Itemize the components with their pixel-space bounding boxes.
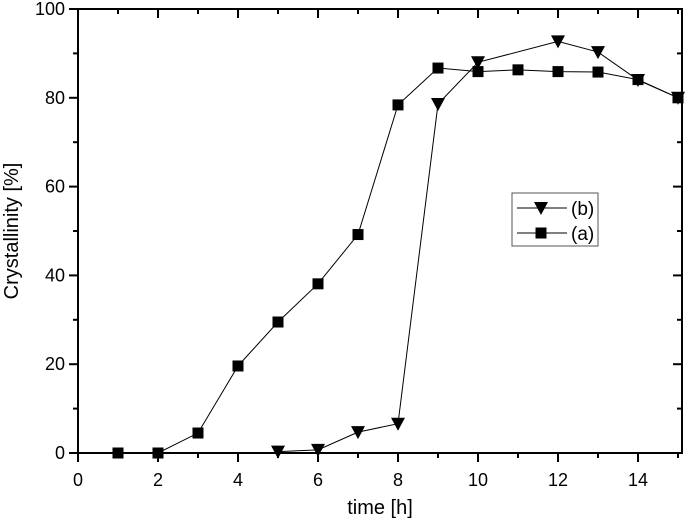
square-marker xyxy=(312,278,324,290)
square-marker xyxy=(192,427,204,439)
legend-box xyxy=(511,192,599,247)
series-a xyxy=(112,62,684,459)
y-tick-label: 40 xyxy=(45,265,65,285)
y-axis-label: Crystallinity [%] xyxy=(1,163,23,300)
y-tick-label: 0 xyxy=(55,443,65,463)
square-marker xyxy=(432,62,444,74)
x-tick-label: 6 xyxy=(313,470,323,490)
triangle-down-marker xyxy=(271,445,285,459)
square-marker xyxy=(472,66,484,78)
triangle-down-marker xyxy=(471,56,485,70)
triangle-down-marker xyxy=(311,443,325,457)
triangle-down-marker xyxy=(391,417,405,431)
x-tick-label: 4 xyxy=(233,470,243,490)
square-marker xyxy=(152,447,164,459)
series-b xyxy=(271,35,685,459)
square-marker xyxy=(392,99,404,111)
axes: 0 2 4 6 8 10 12 14 0 20 40 60 80 100 xyxy=(35,0,683,490)
legend-label: (b) xyxy=(571,199,594,220)
x-tick-label: 10 xyxy=(468,470,488,490)
square-marker xyxy=(112,447,124,459)
legend-square-icon xyxy=(535,227,547,239)
square-marker xyxy=(272,316,284,328)
y-tick-label: 100 xyxy=(35,0,65,19)
legend-triangle-icon xyxy=(534,202,548,215)
square-marker xyxy=(632,74,644,86)
x-tick-label: 12 xyxy=(548,470,568,490)
x-tick-label: 0 xyxy=(73,470,83,490)
series-line xyxy=(118,67,679,454)
triangle-down-marker xyxy=(351,426,365,440)
triangle-down-marker xyxy=(551,35,565,49)
y-tick-label: 60 xyxy=(45,177,65,197)
square-marker xyxy=(672,92,684,104)
square-marker xyxy=(592,66,604,78)
y-tick-label: 80 xyxy=(45,88,65,108)
square-marker xyxy=(512,64,524,76)
triangle-down-marker xyxy=(431,98,445,112)
x-axis-label: time [h] xyxy=(347,497,413,519)
series-layer xyxy=(112,35,685,459)
y-tick-label: 20 xyxy=(45,354,65,374)
square-marker xyxy=(232,360,244,372)
square-marker xyxy=(352,229,364,241)
x-tick-label: 8 xyxy=(393,470,403,490)
square-marker xyxy=(552,66,564,78)
legend-label: (a) xyxy=(571,224,594,245)
triangle-down-marker xyxy=(591,46,605,60)
series-line xyxy=(277,40,679,453)
legend: (b) (a) xyxy=(511,192,599,247)
x-tick-label: 2 xyxy=(153,470,163,490)
x-tick-label: 14 xyxy=(628,470,648,490)
